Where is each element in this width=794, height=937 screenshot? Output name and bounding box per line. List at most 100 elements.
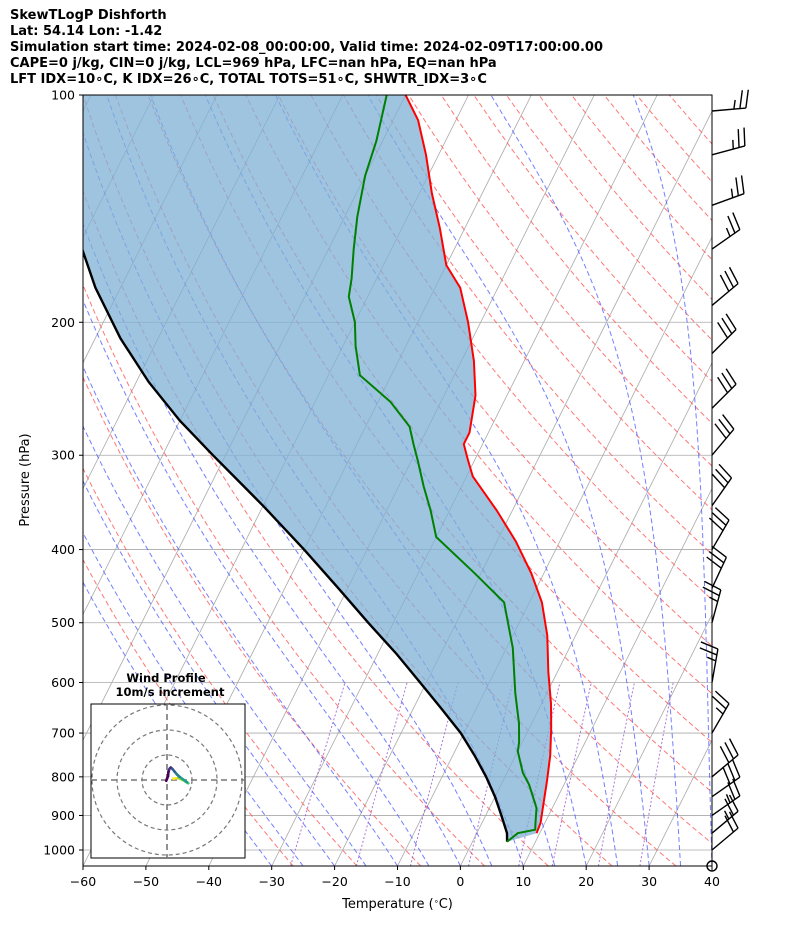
isotherm-line [648,739,712,866]
y-tick-label: 300 [51,448,75,463]
y-tick-label: 600 [51,675,75,690]
barb-full-flag [739,90,744,109]
barb-full-flag [711,545,727,558]
station-location: Lat: 54.14 Lon: -1.42 [10,24,163,39]
x-tick-label: −10 [384,874,410,889]
moist-adiabat-line [83,222,461,866]
hodograph-contents [91,704,245,858]
barb-full-flag [711,695,727,710]
barb-shaft [711,145,746,156]
barb-full-flag [717,376,729,394]
isotherm-line [711,865,712,866]
barb-full-flag [722,414,735,430]
dry-adiabat-line [83,375,422,866]
dry-adiabat-line [83,467,358,866]
x-tick-label: −60 [70,874,96,889]
wind-barb [711,313,737,355]
barb-full-flag [740,175,745,194]
degree-symbol: ∘ [434,897,439,906]
wind-barb [711,175,745,206]
barb-full-flag [728,811,739,829]
isotherm-line [83,95,92,113]
wind-barb [699,641,719,683]
dry-adiabat-line [277,95,712,647]
barb-full-flag [717,322,729,339]
wind-barb [711,368,737,409]
moist-adiabat-line [632,95,712,866]
barb-full-flag [724,798,735,816]
mixing-ratio-line [355,682,408,866]
barb-shaft [711,703,730,734]
dry-adiabat-line [83,283,485,866]
barb-full-flag [721,372,733,389]
wind-barb [711,690,730,734]
x-tick-label: −40 [196,874,222,889]
barb-half-flag [723,810,730,820]
barb-half-flag [725,227,731,237]
barb-full-flag [711,473,726,489]
wind-barb [711,811,739,851]
barb-full-flag [725,313,737,330]
chart-header: SkewTLogP Dishforth Lat: 54.14 Lon: -1.4… [10,8,603,88]
barb-full-flag [745,89,749,109]
mixing-ratio-line [551,682,592,866]
x-tick-label: −50 [133,874,159,889]
dry-adiabat-line [603,95,712,222]
barb-half-flag [730,188,734,198]
hodograph-title: Wind Profile [126,671,206,685]
barb-full-flag [699,647,718,656]
barb-full-flag [702,586,720,597]
moist-adiabat-line [83,479,336,866]
wind-barb [711,463,733,507]
wind-barb [711,778,741,817]
mixing-ratio-line [597,682,635,866]
wind-barb [711,212,741,250]
wind-barb [711,738,739,778]
wind-barb [711,266,739,306]
barb-shaft [711,193,745,206]
x-axis-title: Temperature (∘C) [341,897,453,913]
dry-adiabat-line [571,95,712,261]
moist-adiabat-line [83,425,367,866]
barb-full-flag [724,742,735,760]
x-tick-label: 30 [641,874,657,889]
hodograph-subtitle: 10m/s increment [116,685,225,699]
isotherm-line [397,236,712,866]
barb-shaft [711,519,730,550]
x-tick-label: −30 [259,874,285,889]
moist-adiabat-line [367,95,650,866]
barb-shaft [711,229,741,250]
barb-shaft [711,477,733,507]
y-tick-label: 1000 [43,843,75,858]
wind-barbs [699,89,749,872]
barb-full-flag [724,270,735,288]
barb-full-flag [728,738,739,756]
wind-barb [711,89,749,112]
dry-adiabat-line [668,95,712,145]
barb-full-flag [735,177,740,196]
barb-full-flag [715,468,729,484]
barb-full-flag [732,212,741,230]
barb-full-flag [714,507,730,521]
stability-indices-2: LFT IDX=10∘C, K IDX=26∘C, TOTAL TOTS=51∘… [10,72,487,87]
barb-full-flag [711,512,727,526]
y-tick-label: 900 [51,808,75,823]
chart-title: SkewTLogP Dishforth [10,8,167,23]
y-tick-label: 500 [51,615,75,630]
x-tick-label: 10 [515,874,531,889]
moist-adiabat-line [83,298,430,866]
temperature-profile-line [404,95,553,834]
barb-full-flag [728,794,739,812]
barb-full-flag [722,766,731,785]
wind-barb [706,545,728,589]
y-tick-label: 400 [51,542,75,557]
barb-full-flag [714,423,727,439]
barb-full-flag [718,418,731,435]
barb-shaft [711,827,739,851]
barb-half-flag [709,596,719,603]
axes: −60 −50 −40 −30 −20 −10 0 10 20 30 40 100 200 300 400 5… [43,88,720,890]
profile-layer [83,95,553,843]
mixing-ratio-line [639,682,674,866]
isotherm-line [522,487,712,866]
barb-full-flag [724,815,735,833]
